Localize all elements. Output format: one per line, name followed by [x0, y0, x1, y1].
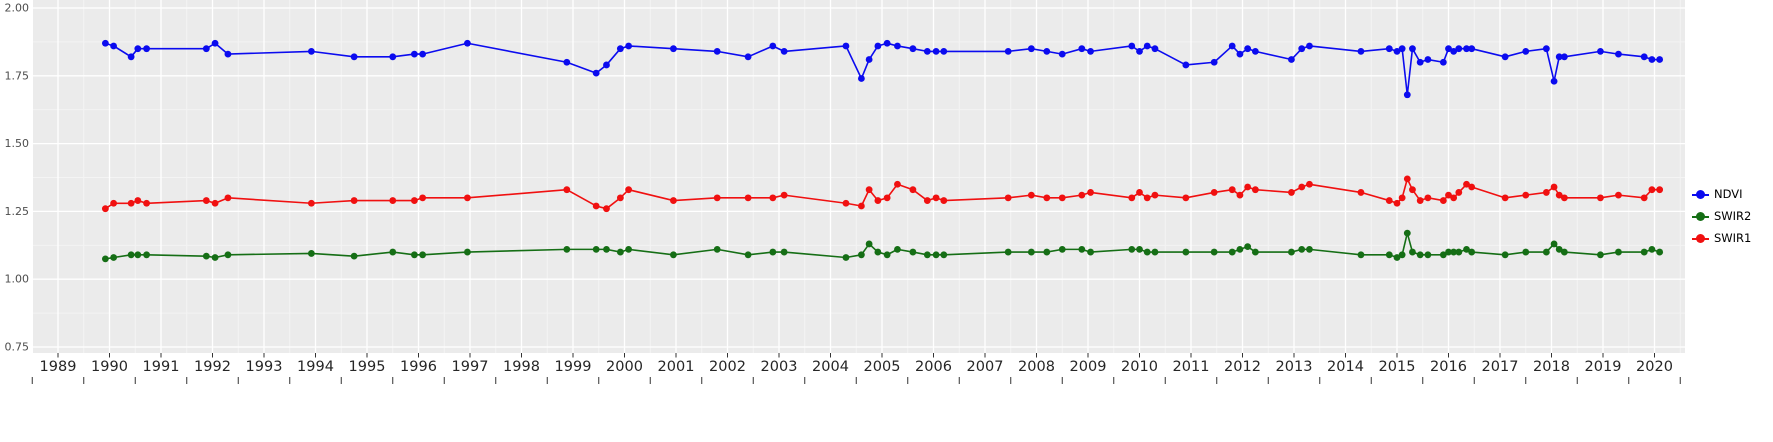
svg-text:1998: 1998	[503, 359, 540, 375]
svg-text:1993: 1993	[246, 359, 283, 375]
y-axis-labels: 0.75 1.00 1.25 1.50 1.75 2.00	[5, 2, 30, 354]
svg-text:2013: 2013	[1276, 359, 1313, 375]
legend-label-swir1: SWIR1	[1714, 231, 1752, 245]
svg-text:2018: 2018	[1533, 359, 1570, 375]
legend: NDVI SWIR2 SWIR1	[1692, 186, 1751, 247]
series-ndvi	[101, 39, 1664, 99]
legend-key-swir1-icon	[1692, 230, 1709, 247]
svg-text:2002: 2002	[709, 359, 746, 375]
svg-text:1.00: 1.00	[5, 273, 30, 286]
svg-text:1989: 1989	[40, 359, 77, 375]
svg-text:2011: 2011	[1173, 359, 1210, 375]
legend-item-ndvi: NDVI	[1692, 186, 1751, 203]
svg-text:2009: 2009	[1070, 359, 1107, 375]
legend-label-ndvi: NDVI	[1714, 187, 1743, 201]
legend-item-swir2: SWIR2	[1692, 208, 1751, 225]
svg-text:2000: 2000	[606, 359, 643, 375]
svg-text:1995: 1995	[349, 359, 386, 375]
svg-text:2003: 2003	[761, 359, 798, 375]
svg-text:2008: 2008	[1018, 359, 1055, 375]
svg-text:2010: 2010	[1121, 359, 1158, 375]
svg-text:1994: 1994	[297, 359, 334, 375]
svg-text:2020: 2020	[1636, 359, 1673, 375]
svg-text:1996: 1996	[400, 359, 437, 375]
svg-text:2015: 2015	[1379, 359, 1416, 375]
svg-text:2012: 2012	[1224, 359, 1261, 375]
legend-key-ndvi-icon	[1692, 186, 1709, 203]
legend-label-swir2: SWIR2	[1714, 209, 1752, 223]
svg-text:2007: 2007	[967, 359, 1004, 375]
svg-text:2014: 2014	[1327, 359, 1364, 375]
svg-text:2004: 2004	[812, 359, 849, 375]
svg-text:1.75: 1.75	[5, 69, 30, 82]
svg-text:0.75: 0.75	[5, 341, 30, 354]
svg-text:2017: 2017	[1482, 359, 1519, 375]
svg-text:2016: 2016	[1430, 359, 1467, 375]
svg-text:2019: 2019	[1585, 359, 1622, 375]
svg-text:1999: 1999	[555, 359, 592, 375]
svg-text:1992: 1992	[194, 359, 231, 375]
legend-key-swir2-icon	[1692, 208, 1709, 225]
svg-text:1997: 1997	[452, 359, 489, 375]
svg-text:2005: 2005	[864, 359, 901, 375]
legend-item-swir1: SWIR1	[1692, 230, 1751, 247]
svg-text:2001: 2001	[658, 359, 695, 375]
svg-text:1991: 1991	[143, 359, 180, 375]
series-swir2	[101, 229, 1664, 263]
svg-text:1.50: 1.50	[5, 137, 30, 150]
x-axis-labels: 1989 1990 1991 1992 1993 1994 1995 1996 1997 1998…	[40, 359, 1673, 375]
series-swir1	[101, 175, 1664, 213]
svg-text:1.25: 1.25	[5, 205, 30, 218]
x-axis-ticks	[31, 353, 1681, 384]
svg-text:1990: 1990	[91, 359, 128, 375]
svg-text:2.00: 2.00	[5, 2, 30, 15]
svg-text:2006: 2006	[915, 359, 952, 375]
